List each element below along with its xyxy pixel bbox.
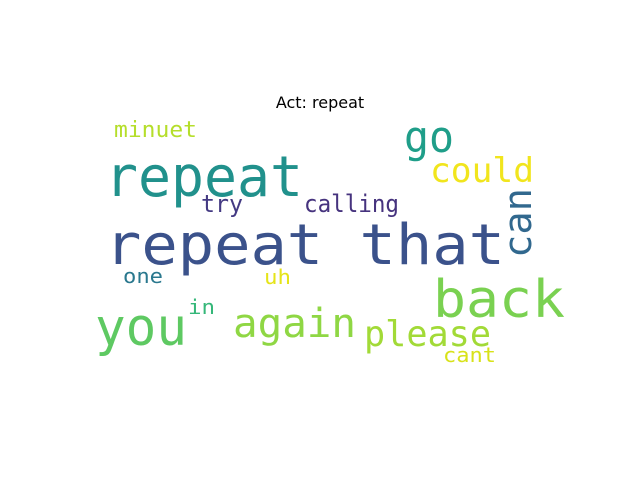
word-again: again <box>233 301 356 347</box>
word-could: could <box>430 151 534 191</box>
word-in: in <box>188 295 215 319</box>
word-back: back <box>433 270 565 330</box>
word-minuet: minuet <box>114 118 197 143</box>
word-please: please <box>364 314 491 355</box>
word-you: you <box>95 298 187 358</box>
word-one: one <box>123 264 163 288</box>
word-repeat: repeat <box>105 145 303 210</box>
word-can: can <box>496 188 540 258</box>
word-cant: cant <box>443 343 496 367</box>
word-calling: calling <box>304 190 399 218</box>
word-repeat-that: repeat that <box>105 213 505 278</box>
word-try: try <box>201 190 243 218</box>
word-uh: uh <box>264 265 291 289</box>
word-go: go <box>404 112 454 163</box>
figure-title: Act: repeat <box>275 93 365 112</box>
